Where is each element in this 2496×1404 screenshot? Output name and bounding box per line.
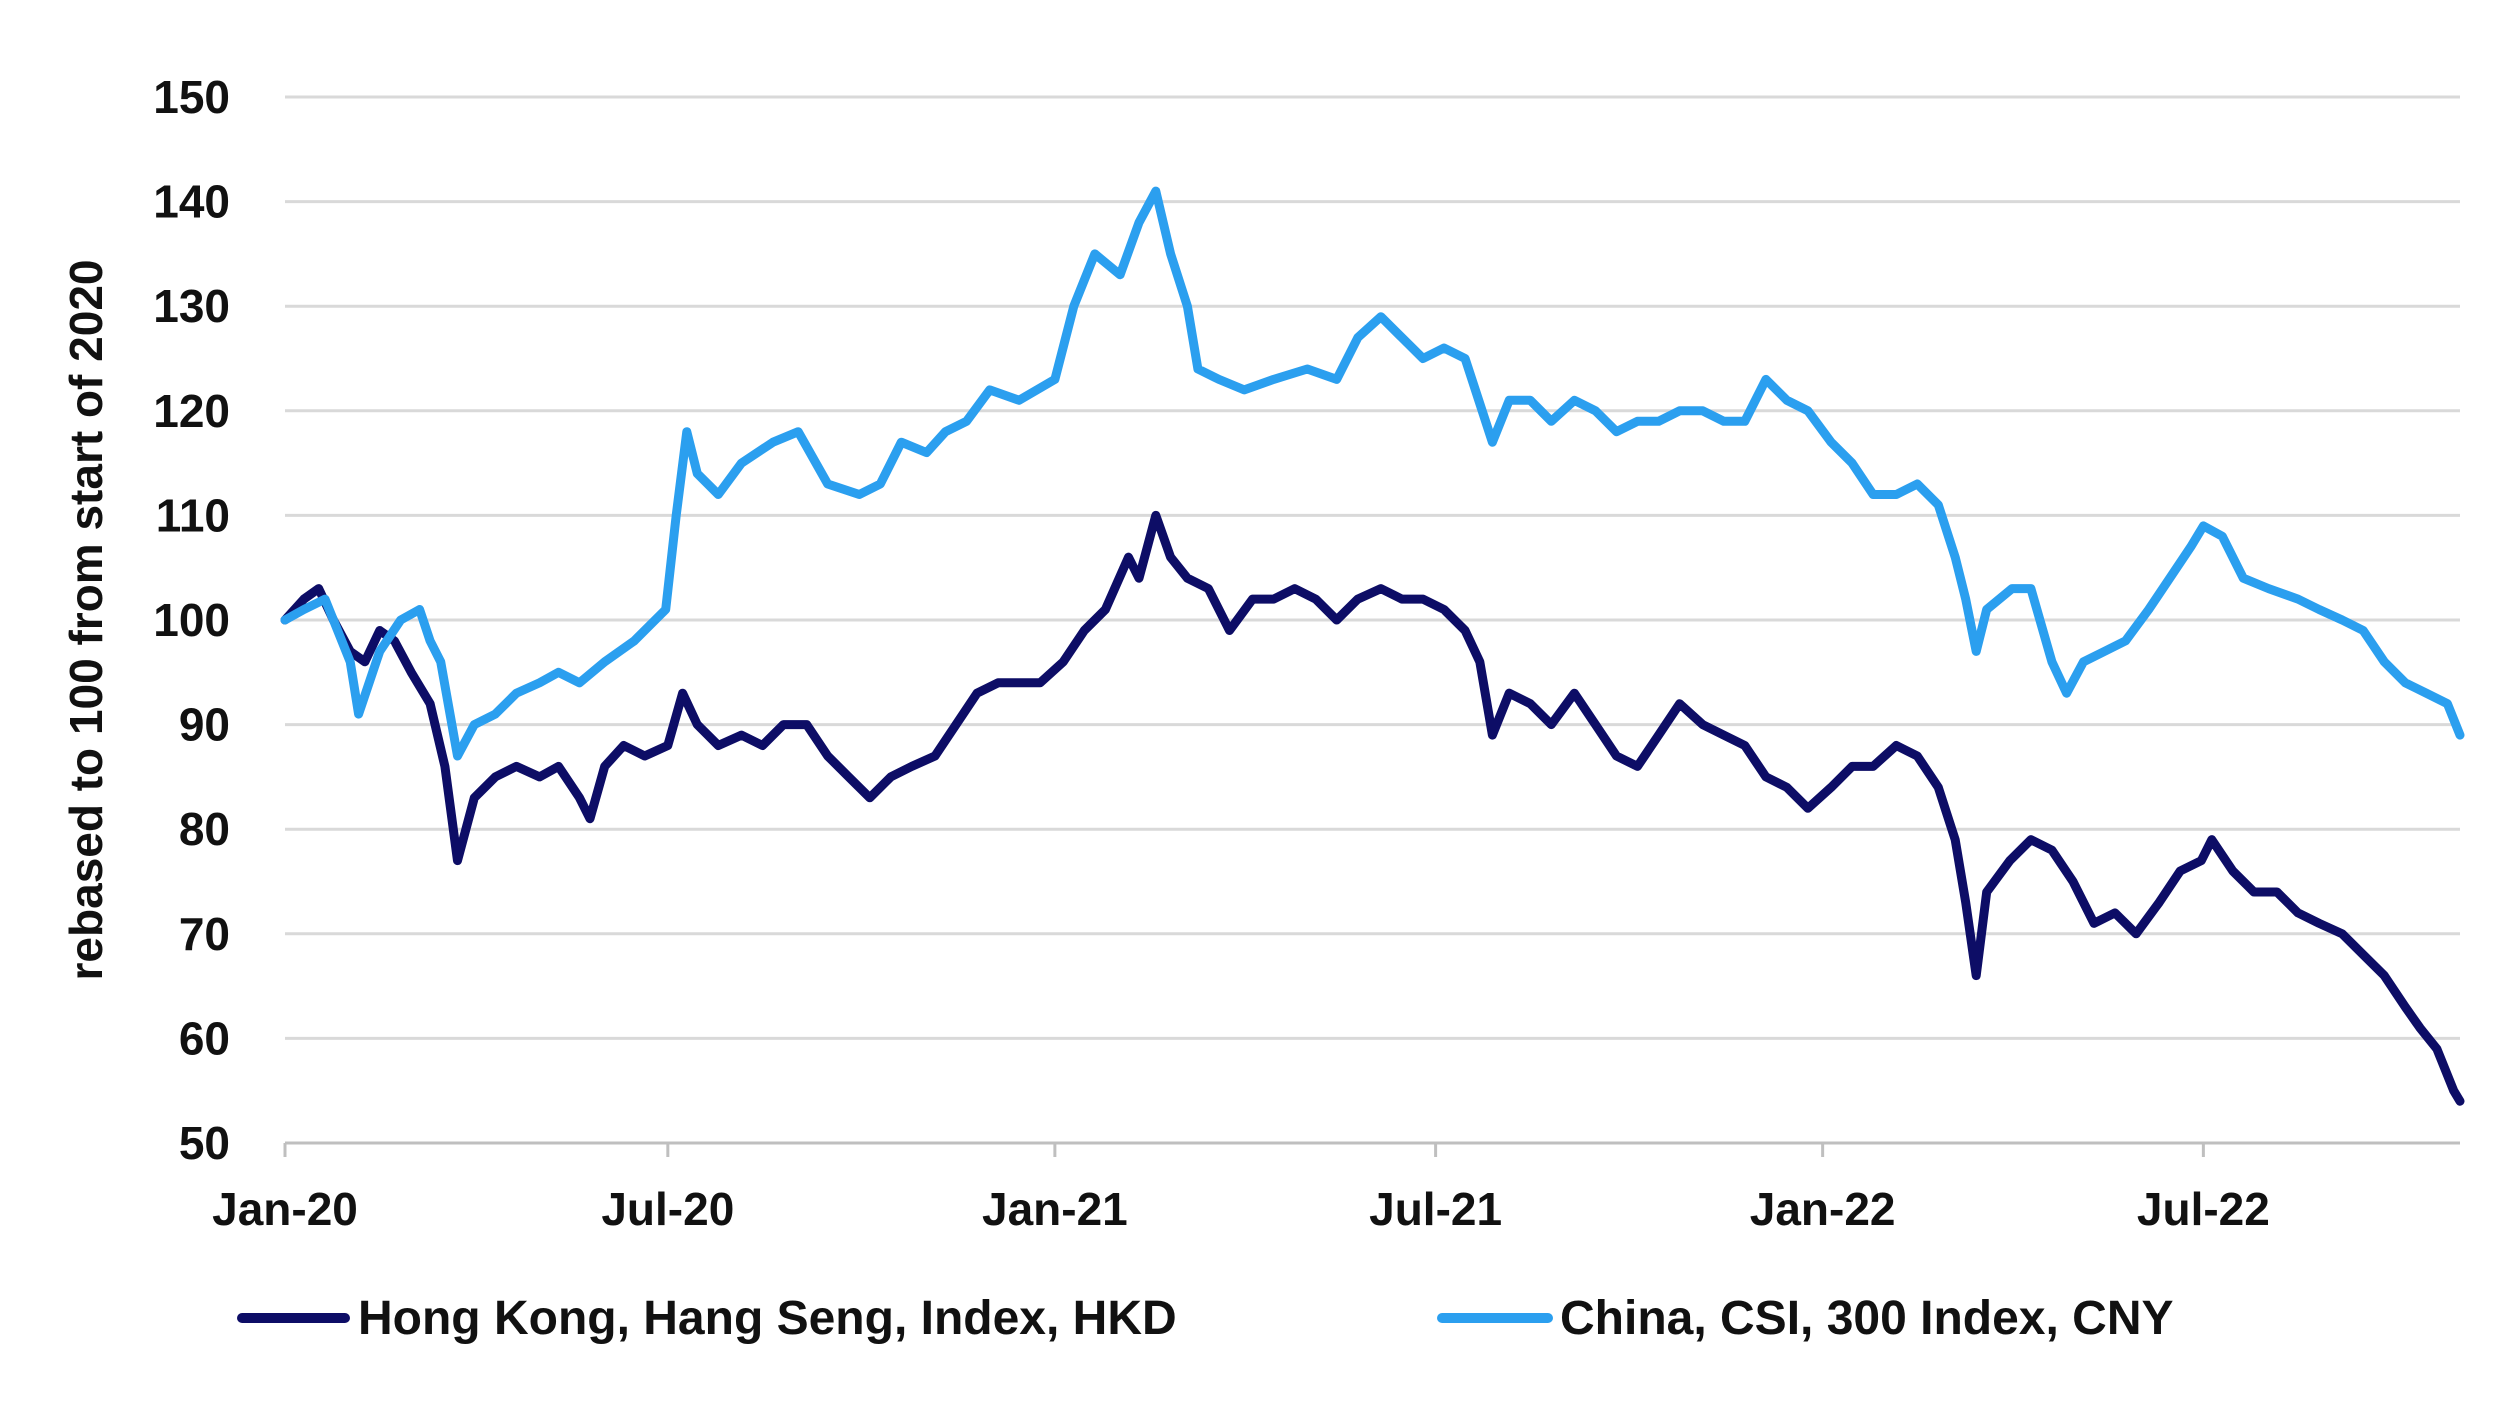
x-tick-label: Jul-21	[1369, 1183, 1502, 1235]
y-tick-label: 100	[153, 594, 230, 646]
y-tick-label: 150	[153, 71, 230, 123]
axes: 50 60 70 80 90 100 110 120 130 140 150 Jan-20 Jul-20…	[153, 71, 2460, 1235]
y-tick-label: 80	[179, 803, 230, 855]
legend-label: China, CSI, 300 Index, CNY	[1560, 1292, 2174, 1345]
legend-label: Hong Kong, Hang Seng, Index, HKD	[358, 1292, 1177, 1345]
legend: Hong Kong, Hang Seng, Index, HKD China, C…	[237, 1292, 2174, 1345]
y-tick-label: 140	[153, 176, 230, 228]
y-tick-label: 60	[179, 1012, 230, 1064]
x-tick-label: Jul-22	[2137, 1183, 2270, 1235]
x-tick-label: Jan-20	[212, 1183, 358, 1235]
x-tick-label: Jul-20	[601, 1183, 734, 1235]
y-tick-label: 120	[153, 385, 230, 437]
series-line-csi-300	[280, 186, 2465, 761]
y-tick-label: 110	[156, 489, 230, 541]
y-tick-label: 50	[179, 1117, 230, 1169]
x-tick-label: Jan-22	[1750, 1183, 1896, 1235]
y-axis-title: rebased to 100 from start of 2020	[60, 260, 112, 981]
series-lines	[280, 186, 2465, 1106]
y-tick-label: 130	[153, 280, 230, 332]
gridlines	[285, 95, 2460, 1040]
y-tick-label: 70	[179, 908, 230, 960]
x-tick-label: Jan-21	[982, 1183, 1128, 1235]
series-line-hang-seng	[280, 510, 2465, 1106]
y-tick-label: 90	[179, 699, 230, 751]
